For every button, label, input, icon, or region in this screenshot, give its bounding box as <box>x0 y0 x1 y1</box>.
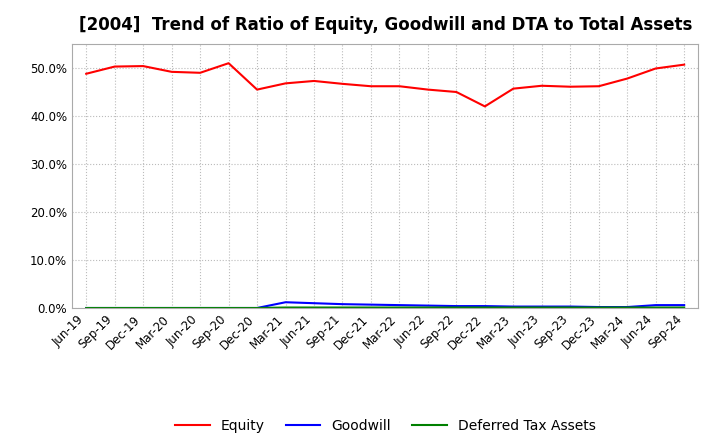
Deferred Tax Assets <box>110 305 119 311</box>
Equity <box>225 61 233 66</box>
Equity <box>310 78 318 84</box>
Equity <box>595 84 603 89</box>
Deferred Tax Assets <box>310 305 318 310</box>
Line: Equity: Equity <box>86 63 684 106</box>
Goodwill <box>167 305 176 311</box>
Equity <box>537 83 546 88</box>
Deferred Tax Assets <box>82 305 91 311</box>
Equity <box>452 89 461 95</box>
Goodwill <box>452 304 461 309</box>
Equity <box>196 70 204 75</box>
Deferred Tax Assets <box>366 305 375 310</box>
Equity <box>509 86 518 91</box>
Equity <box>623 76 631 81</box>
Goodwill <box>310 301 318 306</box>
Equity <box>680 62 688 67</box>
Deferred Tax Assets <box>480 305 489 310</box>
Equity <box>366 84 375 89</box>
Deferred Tax Assets <box>139 305 148 311</box>
Goodwill <box>253 305 261 311</box>
Deferred Tax Assets <box>167 305 176 311</box>
Equity <box>338 81 347 87</box>
Goodwill <box>680 302 688 308</box>
Equity <box>395 84 404 89</box>
Deferred Tax Assets <box>509 305 518 310</box>
Deferred Tax Assets <box>595 305 603 310</box>
Goodwill <box>595 304 603 310</box>
Deferred Tax Assets <box>680 305 688 310</box>
Equity <box>82 71 91 77</box>
Goodwill <box>196 305 204 311</box>
Goodwill <box>395 302 404 308</box>
Deferred Tax Assets <box>282 305 290 310</box>
Equity <box>139 63 148 69</box>
Equity <box>423 87 432 92</box>
Goodwill <box>423 303 432 308</box>
Goodwill <box>366 302 375 307</box>
Equity <box>167 69 176 74</box>
Deferred Tax Assets <box>537 305 546 310</box>
Goodwill <box>480 304 489 309</box>
Deferred Tax Assets <box>452 305 461 310</box>
Equity <box>282 81 290 86</box>
Goodwill <box>139 305 148 311</box>
Deferred Tax Assets <box>423 305 432 310</box>
Equity <box>110 64 119 69</box>
Deferred Tax Assets <box>338 305 347 310</box>
Deferred Tax Assets <box>253 305 261 311</box>
Deferred Tax Assets <box>225 305 233 311</box>
Goodwill <box>652 302 660 308</box>
Deferred Tax Assets <box>623 305 631 310</box>
Title: [2004]  Trend of Ratio of Equity, Goodwill and DTA to Total Assets: [2004] Trend of Ratio of Equity, Goodwil… <box>78 16 692 34</box>
Deferred Tax Assets <box>566 305 575 310</box>
Equity <box>566 84 575 89</box>
Goodwill <box>509 304 518 309</box>
Goodwill <box>110 305 119 311</box>
Goodwill <box>338 301 347 307</box>
Goodwill <box>282 300 290 305</box>
Line: Goodwill: Goodwill <box>86 302 684 308</box>
Deferred Tax Assets <box>196 305 204 311</box>
Goodwill <box>537 304 546 309</box>
Legend: Equity, Goodwill, Deferred Tax Assets: Equity, Goodwill, Deferred Tax Assets <box>169 413 601 438</box>
Goodwill <box>225 305 233 311</box>
Equity <box>480 104 489 109</box>
Goodwill <box>623 304 631 310</box>
Equity <box>253 87 261 92</box>
Deferred Tax Assets <box>652 305 660 310</box>
Goodwill <box>82 305 91 311</box>
Equity <box>652 66 660 71</box>
Goodwill <box>566 304 575 309</box>
Deferred Tax Assets <box>395 305 404 310</box>
